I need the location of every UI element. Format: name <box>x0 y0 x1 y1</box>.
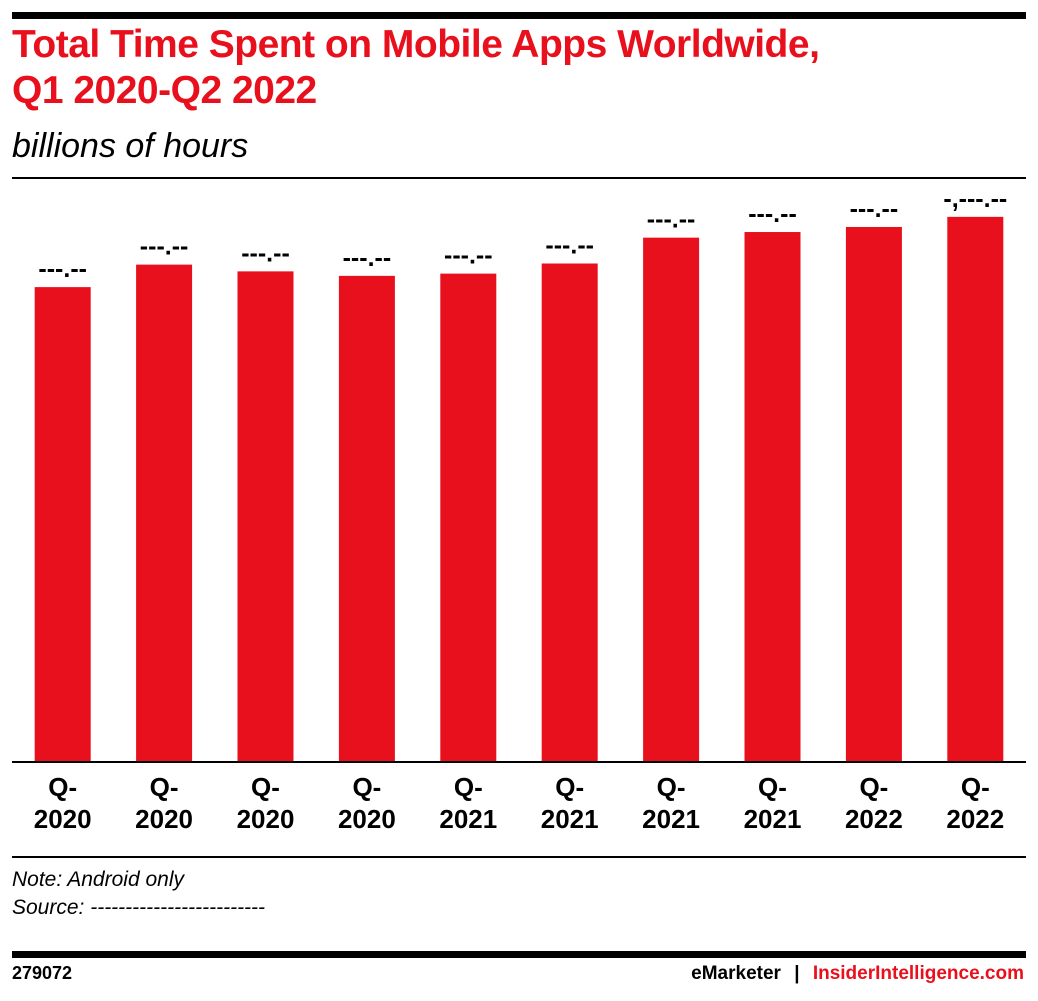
chart-subtitle: billions of hours <box>12 127 249 165</box>
bottom-rule <box>12 951 1026 958</box>
data-label-7: ---.-- <box>647 206 696 234</box>
bar-7 <box>643 237 700 762</box>
category-label-9-line-2: 2022 <box>845 804 903 834</box>
data-label-8: ---.-- <box>748 200 797 228</box>
top-rule <box>12 12 1026 19</box>
footer-divider <box>12 856 1026 858</box>
data-label-3: ---.-- <box>241 239 290 267</box>
category-label-1-line-1: Q- <box>48 772 77 802</box>
bar-8 <box>744 232 801 762</box>
data-label-10: -,---.-- <box>943 185 1007 213</box>
title-line-2: Q1 2020-Q2 2022 <box>12 69 317 112</box>
bar-6 <box>541 263 598 762</box>
bar-1 <box>34 287 91 762</box>
category-label-5-line-1: Q- <box>454 772 483 802</box>
data-label-5: ---.-- <box>444 242 493 270</box>
chart-title: Total Time Spent on Mobile Apps Worldwid… <box>12 22 1022 114</box>
category-label-5-line-2: 2021 <box>439 804 497 834</box>
footnote: Note: Android only Source: -------------… <box>12 866 265 922</box>
category-label-8-line-2: 2021 <box>744 804 802 834</box>
category-label-7-line-2: 2021 <box>642 804 700 834</box>
category-label-10-line-1: Q- <box>961 772 990 802</box>
header-divider <box>12 177 1026 179</box>
data-label-6: ---.-- <box>545 232 594 260</box>
bar-10 <box>947 216 1004 763</box>
bar-5 <box>440 273 497 762</box>
bar-chart: ---.--Q-2020---.--Q-2020---.--Q-2020---.… <box>12 185 1026 834</box>
category-label-6-line-1: Q- <box>555 772 584 802</box>
bar-3 <box>237 271 294 762</box>
chart-id: 279072 <box>12 963 73 983</box>
category-label-4-line-2: 2020 <box>338 804 396 834</box>
note-text: Note: Android only <box>12 868 184 891</box>
category-label-1-line-2: 2020 <box>34 804 92 834</box>
labels-layer: ---.--Q-2020---.--Q-2020---.--Q-2020---.… <box>34 185 1007 834</box>
data-label-2: ---.-- <box>140 233 189 261</box>
bar-4 <box>338 275 395 762</box>
category-label-7-line-1: Q- <box>657 772 686 802</box>
data-label-1: ---.-- <box>38 255 87 283</box>
category-label-3-line-1: Q- <box>251 772 280 802</box>
data-label-9: ---.-- <box>850 195 899 223</box>
brand-separator: | <box>794 963 800 984</box>
category-label-8-line-1: Q- <box>758 772 787 802</box>
bar-2 <box>136 264 193 762</box>
source-text: Source: ------------------------- <box>12 896 266 919</box>
category-label-10-line-2: 2022 <box>946 804 1004 834</box>
bars-layer <box>34 216 1004 763</box>
title-line-1: Total Time Spent on Mobile Apps Worldwid… <box>12 23 820 66</box>
bar-9 <box>845 226 902 762</box>
brand-insider: InsiderIntelligence.com <box>812 963 1024 984</box>
category-label-9-line-1: Q- <box>859 772 888 802</box>
category-label-3-line-2: 2020 <box>237 804 295 834</box>
brand-credit: eMarketer | InsiderIntelligence.com <box>691 963 1024 985</box>
brand-emarketer: eMarketer <box>691 963 781 984</box>
category-label-2-line-1: Q- <box>150 772 179 802</box>
category-label-2-line-2: 2020 <box>135 804 193 834</box>
category-label-4-line-1: Q- <box>352 772 381 802</box>
category-label-6-line-2: 2021 <box>541 804 599 834</box>
data-label-4: ---.-- <box>343 244 392 272</box>
